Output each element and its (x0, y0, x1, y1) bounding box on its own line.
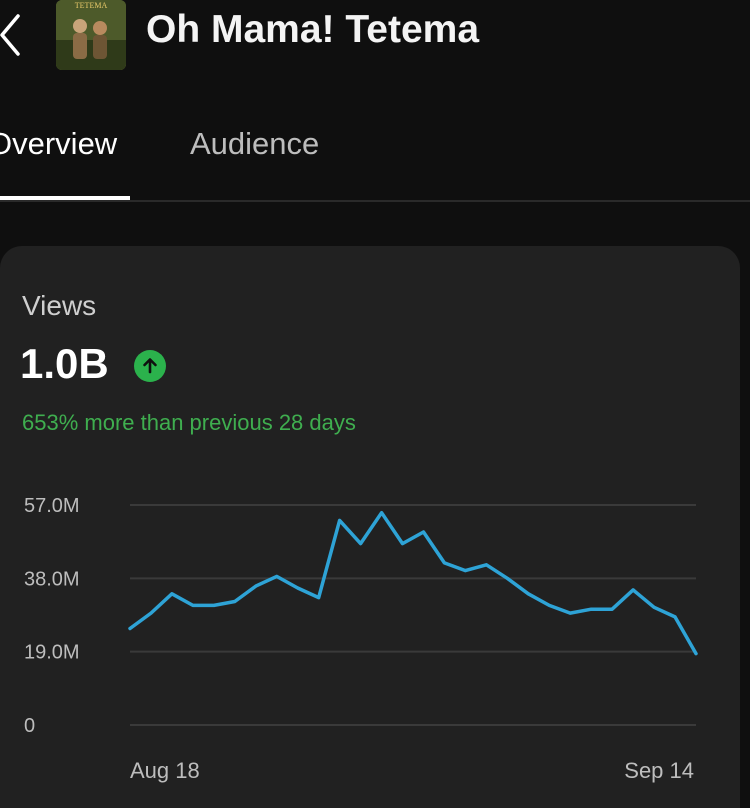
y-tick-label: 0 (24, 715, 35, 737)
arrow-up-icon (143, 358, 157, 374)
chart-series (128, 510, 698, 656)
y-tick-label: 38.0M (24, 568, 80, 590)
chart-y-ticks: 57.0M 38.0M 19.0M 0 (24, 495, 80, 737)
trend-badge (134, 350, 166, 382)
back-button[interactable] (0, 10, 30, 60)
x-tick-label: Aug 18 (130, 758, 200, 783)
tab-overview[interactable]: Overview (0, 126, 118, 161)
metric-value: 1.0B (20, 340, 109, 387)
metric-comparison: 653% more than previous 28 days (22, 410, 356, 435)
video-thumbnail[interactable]: TETEMA (56, 0, 126, 70)
views-line-chart: 57.0M 38.0M 19.0M 0 Aug 18 Sep 14 (24, 495, 698, 783)
tab-bar: Overview Audience (0, 112, 750, 202)
thumbnail-artwork: TETEMA (56, 0, 126, 70)
chevron-left-icon (0, 14, 20, 56)
y-tick-label: 57.0M (24, 495, 80, 517)
tab-audience[interactable]: Audience (190, 126, 320, 161)
page-title: Oh Mama! Tetema (146, 8, 480, 51)
y-tick-label: 19.0M (24, 642, 80, 664)
tabs-divider (0, 200, 750, 202)
views-series-line (128, 510, 698, 656)
x-tick-label: Sep 14 (624, 758, 694, 783)
chart-x-ticks: Aug 18 Sep 14 (130, 758, 694, 783)
thumbnail-text: TETEMA (75, 1, 108, 10)
metric-label: Views (22, 290, 97, 321)
selected-tab-indicator (0, 196, 130, 200)
chart-gridlines (130, 504, 696, 726)
